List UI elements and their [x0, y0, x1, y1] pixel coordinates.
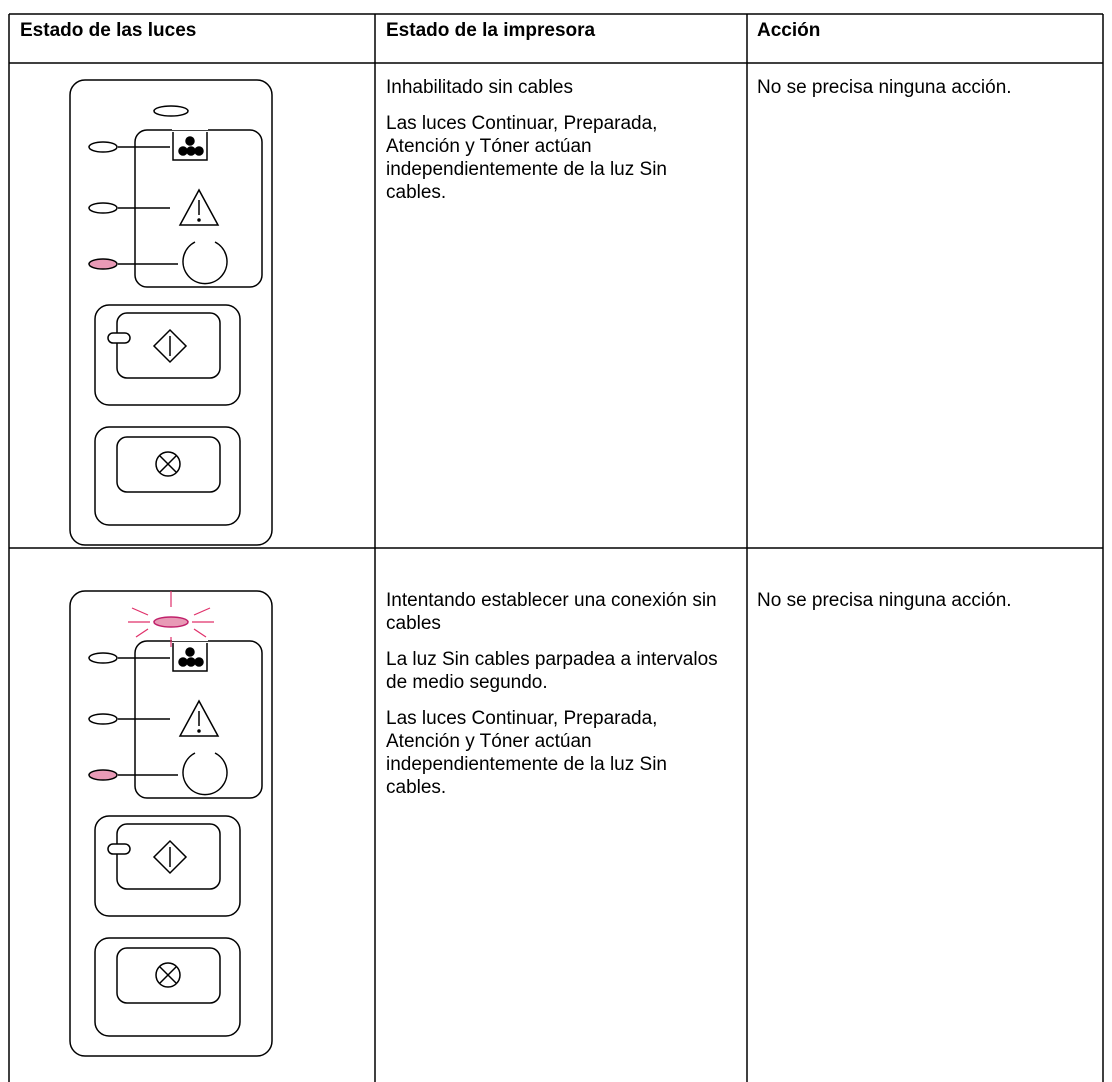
control-panel	[69, 79, 273, 546]
action-text: No se precisa ninguna acción.	[757, 77, 1012, 98]
status-text: Las luces Continuar, Preparada, Atención…	[386, 708, 667, 798]
header: Estado de la impresora	[386, 20, 596, 41]
status-cell: Inhabilitado sin cables Las luces Continu…	[386, 76, 731, 217]
header: Acción	[757, 20, 821, 41]
control-panel	[69, 590, 273, 1057]
status-text: Las luces Continuar, Preparada, Atención…	[386, 113, 667, 203]
status-cell: Intentando establecer una conexión sin c…	[386, 589, 731, 812]
header: Estado de las luces	[20, 20, 197, 41]
status-text: La luz Sin cables parpadea a intervalos …	[386, 649, 718, 693]
status-text: Intentando establecer una conexión sin c…	[386, 590, 717, 634]
action-text: No se precisa ninguna acción.	[757, 590, 1012, 611]
status-text: Inhabilitado sin cables	[386, 77, 573, 98]
